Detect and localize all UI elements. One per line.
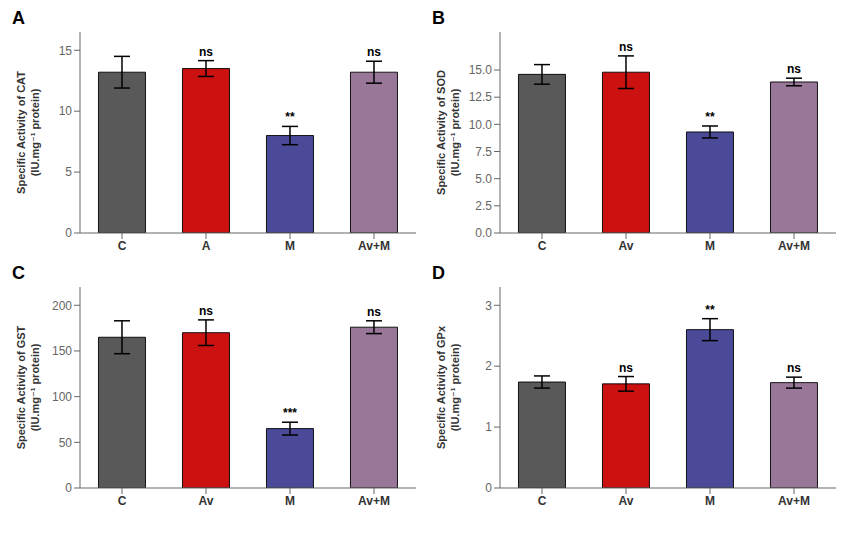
svg-text:5.0: 5.0 [475, 172, 492, 186]
svg-text:C: C [538, 494, 547, 508]
svg-text:200: 200 [52, 299, 72, 313]
svg-text:ns: ns [367, 45, 381, 59]
svg-text:2.5: 2.5 [475, 199, 492, 213]
svg-text:M: M [705, 239, 715, 253]
html-text:B: B [432, 8, 445, 28]
svg-text:C: C [538, 239, 547, 253]
svg-text:**: ** [705, 303, 715, 317]
svg-text:***: *** [283, 406, 297, 420]
svg-text:A: A [202, 239, 211, 253]
svg-text:Specific Activity of GPx: Specific Activity of GPx [435, 325, 447, 449]
svg-text:10: 10 [59, 104, 73, 118]
svg-text:(IU.mg⁻¹ protein): (IU.mg⁻¹ protein) [29, 343, 41, 431]
svg-text:15: 15 [59, 44, 73, 58]
svg-text:M: M [705, 494, 715, 508]
svg-text:Specific Activity of CAT: Specific Activity of CAT [15, 71, 27, 194]
svg-text:150: 150 [52, 344, 72, 358]
svg-text:ns: ns [619, 40, 633, 54]
svg-text:2: 2 [485, 359, 492, 373]
svg-text:Av+M: Av+M [358, 494, 390, 508]
svg-text:15.0: 15.0 [469, 63, 493, 77]
svg-text:Specific Activity of GST: Specific Activity of GST [15, 325, 27, 449]
svg-text:Av: Av [619, 239, 634, 253]
svg-text:10.0: 10.0 [469, 118, 493, 132]
svg-text:5: 5 [65, 165, 72, 179]
svg-text:50: 50 [59, 436, 73, 450]
svg-text:M: M [285, 494, 295, 508]
svg-text:**: ** [705, 110, 715, 124]
svg-text:Av+M: Av+M [778, 494, 810, 508]
svg-text:ns: ns [787, 361, 801, 375]
svg-text:C: C [118, 494, 127, 508]
svg-text:0: 0 [65, 481, 72, 495]
svg-text:(IU.mg⁻¹ protein): (IU.mg⁻¹ protein) [449, 88, 461, 176]
html-text:A: A [12, 8, 25, 28]
svg-text:M: M [285, 239, 295, 253]
svg-text:Av+M: Av+M [778, 239, 810, 253]
svg-text:1: 1 [485, 420, 492, 434]
svg-text:ns: ns [367, 305, 381, 319]
svg-text:3: 3 [485, 299, 492, 313]
svg-text:7.5: 7.5 [475, 145, 492, 159]
svg-text:12.5: 12.5 [469, 90, 493, 104]
html-text:D: D [432, 263, 445, 283]
svg-text:ns: ns [199, 45, 213, 59]
svg-text:ns: ns [199, 304, 213, 318]
svg-text:(IU.mg⁻¹ protein): (IU.mg⁻¹ protein) [449, 343, 461, 431]
svg-text:0: 0 [485, 481, 492, 495]
svg-text:C: C [118, 239, 127, 253]
svg-text:ns: ns [787, 62, 801, 76]
svg-text:0: 0 [65, 226, 72, 240]
svg-text:**: ** [285, 110, 295, 124]
svg-text:Av: Av [199, 494, 214, 508]
svg-text:100: 100 [52, 390, 72, 404]
svg-text:Av: Av [619, 494, 634, 508]
svg-text:Specific Activity of SOD: Specific Activity of SOD [435, 70, 447, 195]
html-text:C: C [12, 263, 25, 283]
svg-text:ns: ns [619, 361, 633, 375]
svg-text:0.0: 0.0 [475, 226, 492, 240]
svg-text:(IU.mg⁻¹ protein): (IU.mg⁻¹ protein) [29, 88, 41, 176]
svg-text:Av+M: Av+M [358, 239, 390, 253]
